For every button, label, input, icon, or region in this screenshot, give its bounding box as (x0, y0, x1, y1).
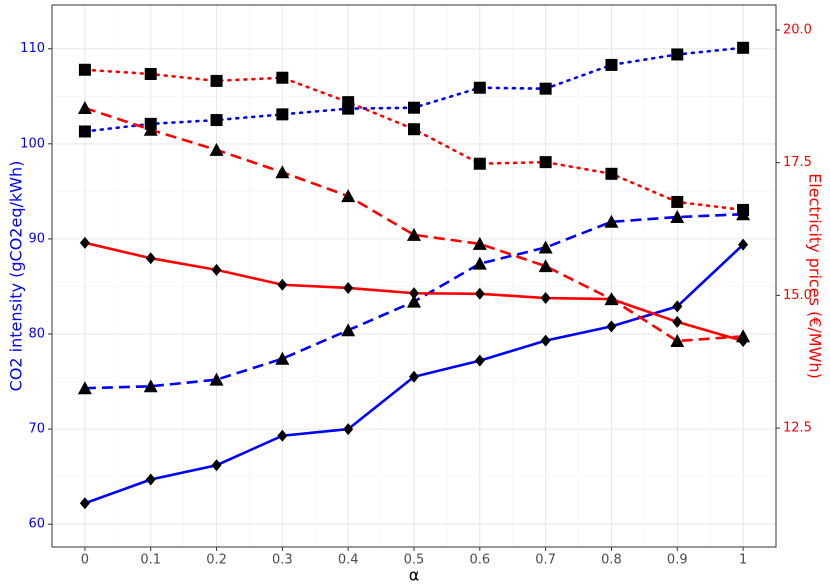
x-tick-label: 0.3 (272, 553, 293, 568)
x-tick-label: 0.7 (535, 553, 556, 568)
x-tick-label: 0.6 (469, 553, 490, 568)
marker (539, 156, 552, 169)
marker (144, 68, 157, 81)
marker (78, 63, 91, 76)
marker (407, 294, 421, 308)
markers (77, 41, 751, 510)
marker (672, 300, 683, 313)
marker (342, 96, 355, 109)
marker (408, 123, 420, 136)
marker (540, 292, 551, 305)
marker (277, 278, 288, 291)
marker (143, 379, 158, 393)
marker (604, 214, 619, 228)
marker (343, 281, 354, 294)
marker (605, 58, 618, 71)
marker (341, 189, 356, 203)
marker (737, 203, 750, 216)
x-tick-label: 0.4 (338, 553, 359, 568)
marker (79, 236, 90, 249)
marker (474, 287, 485, 300)
marker (672, 315, 683, 328)
marker (538, 259, 553, 273)
y2-tick-label: 17.5 (783, 155, 812, 170)
series-line (83, 68, 745, 212)
y2-tick-label: 12.5 (783, 421, 812, 436)
marker (606, 320, 617, 333)
marker (605, 167, 618, 180)
marker (275, 165, 290, 179)
marker (77, 100, 92, 114)
marker (211, 459, 222, 472)
y-tick-label: 60 (28, 517, 45, 532)
x-tick-label: 0.5 (404, 553, 425, 568)
marker (671, 195, 684, 208)
marker (276, 108, 289, 121)
marker (671, 48, 684, 61)
marker (408, 101, 420, 114)
marker (540, 334, 551, 347)
y-tick-label: 90 (28, 231, 45, 246)
marker (737, 41, 750, 54)
marker (78, 125, 91, 138)
marker (736, 329, 751, 343)
marker (79, 497, 90, 510)
y2-axis-title: Electricity prices (€/MWh) (806, 173, 825, 379)
y2-tick-label: 15.0 (783, 288, 812, 303)
y-tick-label: 110 (20, 41, 45, 56)
marker (473, 81, 486, 94)
marker (738, 238, 749, 251)
marker (539, 82, 552, 95)
marker (670, 210, 685, 224)
marker (341, 323, 356, 337)
marker (210, 114, 223, 127)
marker (276, 71, 289, 84)
marker (209, 142, 224, 156)
marker (472, 236, 487, 250)
x-tick-label: 0.1 (140, 553, 161, 568)
y-axis-title: CO2 intensity (gCO2eq/kWh) (7, 161, 26, 392)
y2-tick-label: 20.0 (783, 22, 812, 37)
x-tick-label: 0.8 (601, 553, 622, 568)
marker (538, 240, 553, 254)
marker (210, 74, 223, 87)
x-axis-title: α (409, 566, 420, 585)
x-tick-label: 0.9 (667, 553, 688, 568)
marker (211, 263, 222, 276)
marker (604, 292, 619, 306)
x-tick-label: 0 (81, 553, 89, 568)
y-tick-label: 70 (28, 422, 45, 437)
marker (472, 256, 487, 270)
marker (473, 157, 486, 170)
marker (343, 423, 354, 436)
y-tick-label: 80 (28, 327, 45, 342)
marker (275, 351, 290, 365)
x-tick-label: 0.2 (206, 553, 227, 568)
marker (77, 381, 92, 395)
marker (409, 370, 419, 383)
marker (277, 429, 288, 442)
marker (474, 354, 485, 367)
marker (409, 287, 419, 300)
marker (145, 252, 156, 265)
marker (145, 473, 156, 486)
marker (670, 334, 685, 348)
x-tick-label: 1 (739, 553, 747, 568)
y-tick-label: 100 (20, 136, 45, 151)
marker (143, 122, 158, 136)
marker (407, 227, 421, 241)
marker (209, 372, 224, 386)
